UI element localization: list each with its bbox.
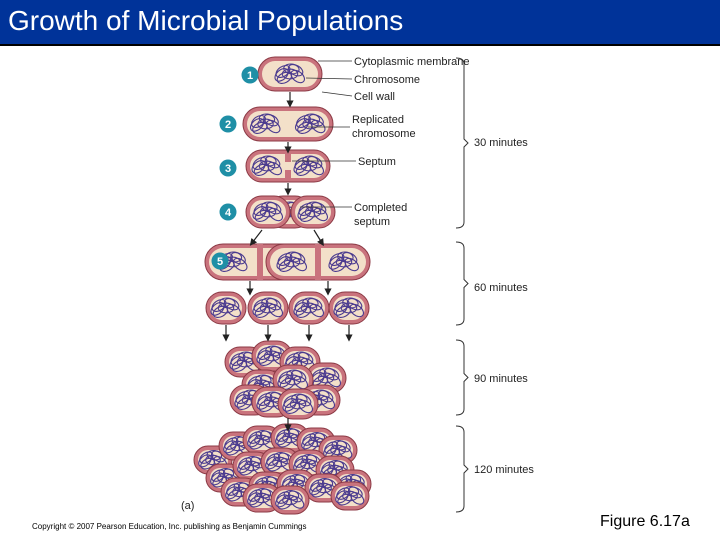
label-completed-septum: septum xyxy=(354,216,390,228)
chromosome-icon xyxy=(294,113,326,134)
chromosome-icon xyxy=(293,155,325,176)
bacterial-cell xyxy=(330,481,370,511)
chromosome-icon xyxy=(252,201,284,222)
bacterial-cell xyxy=(242,106,334,142)
step-marker-4: 4 xyxy=(219,203,237,221)
chromosome-icon xyxy=(252,297,284,318)
step-number-5: 5 xyxy=(217,256,223,268)
down-arrow-icon xyxy=(313,229,324,247)
title-bar: Growth of Microbial Populations xyxy=(0,0,720,46)
callout-line xyxy=(305,77,353,80)
bacterial-cell xyxy=(245,149,331,183)
callout-lines xyxy=(292,60,356,208)
chromosome-icon xyxy=(293,297,325,318)
time-label-90: 90 minutes xyxy=(474,373,528,385)
step-number-3: 3 xyxy=(225,163,231,175)
chromosome-icon xyxy=(274,63,306,84)
time-bracket xyxy=(455,425,469,513)
step-marker-5: 5 xyxy=(211,252,229,270)
panel-label: (a) xyxy=(181,500,194,512)
label-replicated-chromosome: chromosome xyxy=(352,128,416,140)
time-bracket xyxy=(455,241,469,326)
chromosome-icon xyxy=(265,451,295,472)
bacterial-cell xyxy=(245,195,291,229)
time-label-120: 120 minutes xyxy=(474,464,534,476)
bacterial-cell xyxy=(247,291,289,325)
step-number-1: 1 xyxy=(247,70,253,82)
callout-line xyxy=(321,91,353,97)
figure-label: Figure 6.17a xyxy=(600,513,690,530)
bacterial-cell xyxy=(270,485,310,515)
down-arrow-icon xyxy=(249,229,263,246)
arrows-layer xyxy=(222,92,353,432)
chromosome-icon xyxy=(237,455,267,476)
label-chromosome: Chromosome xyxy=(354,74,420,86)
bacterial-cell xyxy=(277,388,319,420)
chromosome-icon xyxy=(297,201,329,222)
bacterial-cell xyxy=(328,291,370,325)
label-cytoplasmic-membrane: Cytoplasmic membrane xyxy=(354,56,470,68)
step-number-2: 2 xyxy=(225,119,231,131)
time-label-30: 30 minutes xyxy=(474,137,528,149)
chromosome-icon xyxy=(210,297,242,318)
step-marker-3: 3 xyxy=(219,159,237,177)
chromosome-icon xyxy=(335,485,365,506)
chromosome-icon xyxy=(276,251,308,272)
time-label-60: 60 minutes xyxy=(474,282,528,294)
label-cell-wall: Cell wall xyxy=(354,91,395,103)
bacterial-cell xyxy=(265,243,371,281)
bacterial-cell xyxy=(290,195,336,229)
time-bracket xyxy=(455,339,469,416)
chromosome-icon xyxy=(282,393,314,414)
chromosome-icon xyxy=(275,489,305,510)
chromosome-icon xyxy=(328,251,360,272)
step-marker-2: 2 xyxy=(219,115,237,133)
step-marker-1: 1 xyxy=(241,66,259,84)
time-bracket xyxy=(455,57,469,229)
label-replicated: Replicated xyxy=(352,114,404,126)
time-brackets xyxy=(455,57,469,513)
bacterial-cell xyxy=(257,56,323,92)
label-septum: Septum xyxy=(358,156,396,168)
chromosome-icon xyxy=(251,155,283,176)
bacterial-cell xyxy=(205,291,247,325)
slide-title: Growth of Microbial Populations xyxy=(8,5,404,36)
label-completed: Completed xyxy=(354,202,407,214)
copyright-notice: Copyright © 2007 Pearson Education, Inc.… xyxy=(32,522,307,531)
bacterial-cell xyxy=(272,364,314,396)
step-number-4: 4 xyxy=(225,207,232,219)
chromosome-icon xyxy=(309,477,339,498)
bacterial-cell xyxy=(288,291,330,325)
step-markers: 1 2 3 4 5 xyxy=(211,66,259,270)
chromosome-icon xyxy=(249,113,281,134)
chromosome-icon xyxy=(333,297,365,318)
chromosome-icon xyxy=(247,487,277,508)
chromosome-icon xyxy=(277,369,309,390)
